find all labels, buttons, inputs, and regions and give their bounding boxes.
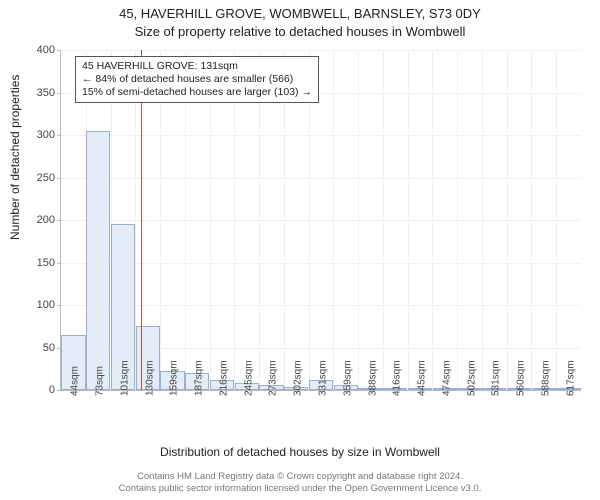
plot-area: 45 HAVERHILL GROVE: 131sqm ← 84% of deta… — [60, 50, 581, 391]
x-tick-label: 187sqm — [190, 360, 205, 396]
histogram-bar — [86, 131, 110, 390]
x-tick-label: 588sqm — [536, 360, 551, 396]
x-tick-label: 73sqm — [91, 366, 106, 396]
y-tick-label: 400 — [37, 44, 61, 56]
y-tick-label: 0 — [49, 384, 61, 396]
x-tick-label: 388sqm — [363, 360, 378, 396]
x-tick-label: 474sqm — [437, 360, 452, 396]
footer-line1: Contains HM Land Registry data © Crown c… — [0, 471, 600, 482]
grid-line-v — [383, 50, 384, 390]
annotation-line1: 45 HAVERHILL GROVE: 131sqm — [82, 60, 312, 73]
y-tick-label: 50 — [43, 342, 61, 354]
x-tick-label: 331sqm — [314, 360, 329, 396]
x-tick-label: 416sqm — [388, 360, 403, 396]
x-tick-label: 216sqm — [214, 360, 229, 396]
y-tick-label: 300 — [37, 129, 61, 141]
grid-line-v — [507, 50, 508, 390]
x-tick-label: 44sqm — [66, 366, 81, 396]
grid-line-h — [61, 305, 581, 306]
x-tick-label: 302sqm — [289, 360, 304, 396]
x-tick-label: 617sqm — [561, 360, 576, 396]
footer-text: Contains HM Land Registry data © Crown c… — [0, 471, 600, 494]
y-tick-label: 150 — [37, 257, 61, 269]
grid-line-h — [61, 220, 581, 221]
grid-line-h — [61, 263, 581, 264]
x-tick-label: 159sqm — [165, 360, 180, 396]
y-tick-label: 200 — [37, 214, 61, 226]
chart-subtitle: Size of property relative to detached ho… — [0, 24, 600, 39]
grid-line-v — [408, 50, 409, 390]
grid-line-v — [358, 50, 359, 390]
grid-line-v — [432, 50, 433, 390]
grid-line-v — [333, 50, 334, 390]
grid-line-v — [531, 50, 532, 390]
x-tick-label: 273sqm — [264, 360, 279, 396]
x-tick-label: 560sqm — [512, 360, 527, 396]
x-tick-label: 445sqm — [413, 360, 428, 396]
grid-line-h — [61, 135, 581, 136]
grid-line-v — [556, 50, 557, 390]
grid-line-h — [61, 50, 581, 51]
x-tick-label: 130sqm — [140, 360, 155, 396]
y-tick-label: 350 — [37, 87, 61, 99]
chart-container: { "titles": { "main": "45, HAVERHILL GRO… — [0, 0, 600, 500]
annotation-box: 45 HAVERHILL GROVE: 131sqm ← 84% of deta… — [75, 56, 319, 103]
x-tick-label: 531sqm — [487, 360, 502, 396]
x-axis-label: Distribution of detached houses by size … — [0, 445, 600, 459]
grid-line-h — [61, 178, 581, 179]
annotation-line2: ← 84% of detached houses are smaller (56… — [82, 73, 312, 86]
grid-line-v — [457, 50, 458, 390]
x-tick-label: 502sqm — [462, 360, 477, 396]
y-axis-label: Number of detached properties — [8, 75, 22, 240]
annotation-line3: 15% of semi-detached houses are larger (… — [82, 86, 312, 99]
y-tick-label: 100 — [37, 299, 61, 311]
page-title: 45, HAVERHILL GROVE, WOMBWELL, BARNSLEY,… — [0, 6, 600, 21]
x-tick-label: 101sqm — [115, 360, 130, 396]
y-tick-label: 250 — [37, 172, 61, 184]
grid-line-v — [482, 50, 483, 390]
footer-line2: Contains public sector information licen… — [0, 483, 600, 494]
x-tick-label: 245sqm — [239, 360, 254, 396]
x-tick-label: 359sqm — [338, 360, 353, 396]
